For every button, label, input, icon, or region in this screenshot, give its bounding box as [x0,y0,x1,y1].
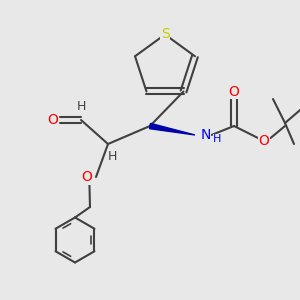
Text: O: O [82,170,92,184]
Text: N: N [200,128,211,142]
Text: H: H [213,134,222,145]
Text: S: S [160,28,169,41]
Text: H: H [76,100,86,113]
Polygon shape [149,123,195,135]
Text: O: O [47,113,58,127]
Text: O: O [229,85,239,98]
Text: O: O [259,134,269,148]
Text: H: H [108,149,117,163]
